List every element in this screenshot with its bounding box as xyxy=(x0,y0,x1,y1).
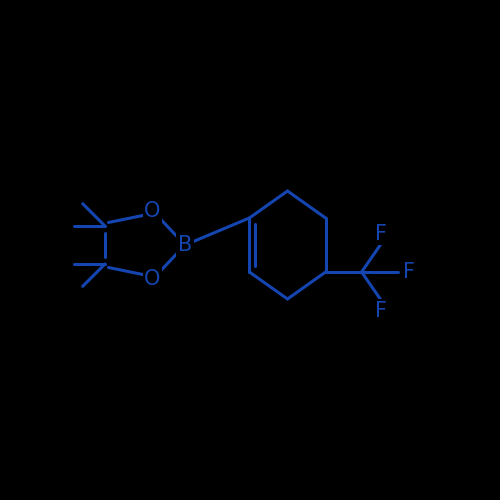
Text: F: F xyxy=(374,224,386,244)
Text: O: O xyxy=(144,201,160,221)
Text: O: O xyxy=(144,269,160,289)
Text: F: F xyxy=(374,300,386,320)
Text: F: F xyxy=(402,262,414,282)
Text: B: B xyxy=(178,235,192,255)
